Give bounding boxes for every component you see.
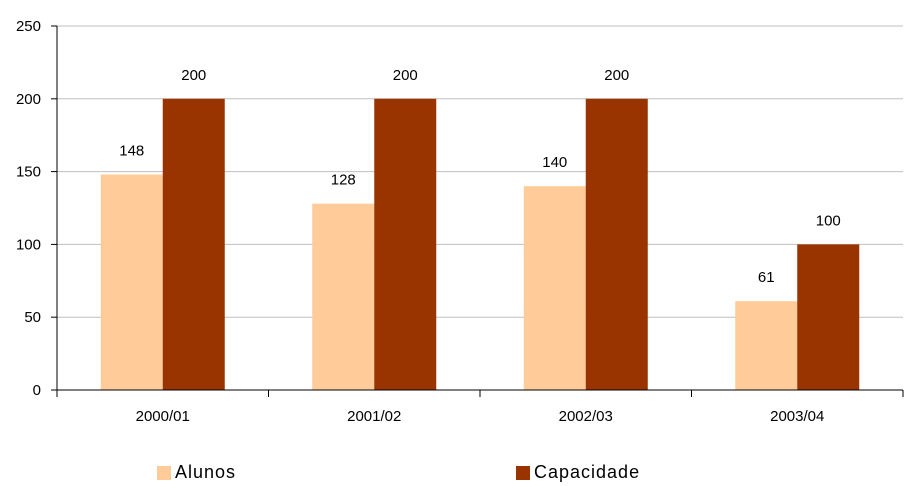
y-tick-label: 150	[16, 164, 41, 181]
legend-swatch-alunos	[157, 465, 171, 480]
legend-item-capacidade: Capacidade	[516, 462, 640, 483]
labels: 0 50 100 150 200 250 148 200 2000/01 128 200 2001/0…	[16, 18, 841, 425]
axes	[51, 25, 904, 397]
data-label: 61	[758, 269, 775, 286]
bar-alunos	[312, 203, 375, 390]
data-label: 200	[181, 67, 206, 84]
data-label: 140	[542, 154, 567, 171]
bar-capacidade	[585, 98, 648, 391]
y-tick-label: 250	[16, 18, 41, 35]
data-label: 200	[393, 67, 418, 84]
bar-capacidade	[374, 98, 437, 391]
x-tick-label: 2003/04	[770, 408, 824, 425]
x-tick-label: 2002/03	[559, 408, 613, 425]
bar-alunos	[100, 174, 163, 390]
bar-alunos	[735, 301, 798, 390]
bars	[100, 98, 860, 391]
legend-label-alunos: Alunos	[175, 462, 237, 482]
data-label: 148	[119, 143, 144, 160]
legend-label-capacidade: Capacidade	[534, 462, 641, 482]
data-label: 128	[331, 172, 356, 189]
y-tick-label: 100	[16, 236, 41, 253]
bar-capacidade	[162, 98, 225, 391]
x-tick-label: 2001/02	[347, 408, 401, 425]
data-label: 100	[816, 212, 841, 229]
bar-alunos	[523, 186, 586, 390]
data-label: 200	[604, 67, 629, 84]
bar-capacidade	[797, 244, 860, 390]
legend-swatch-capacidade	[516, 465, 530, 480]
x-tick-label: 2000/01	[136, 408, 190, 425]
y-tick-label: 0	[33, 382, 41, 399]
legend-item-alunos: Alunos	[157, 462, 236, 483]
y-tick-label: 200	[16, 91, 41, 108]
y-tick-label: 50	[24, 309, 41, 326]
